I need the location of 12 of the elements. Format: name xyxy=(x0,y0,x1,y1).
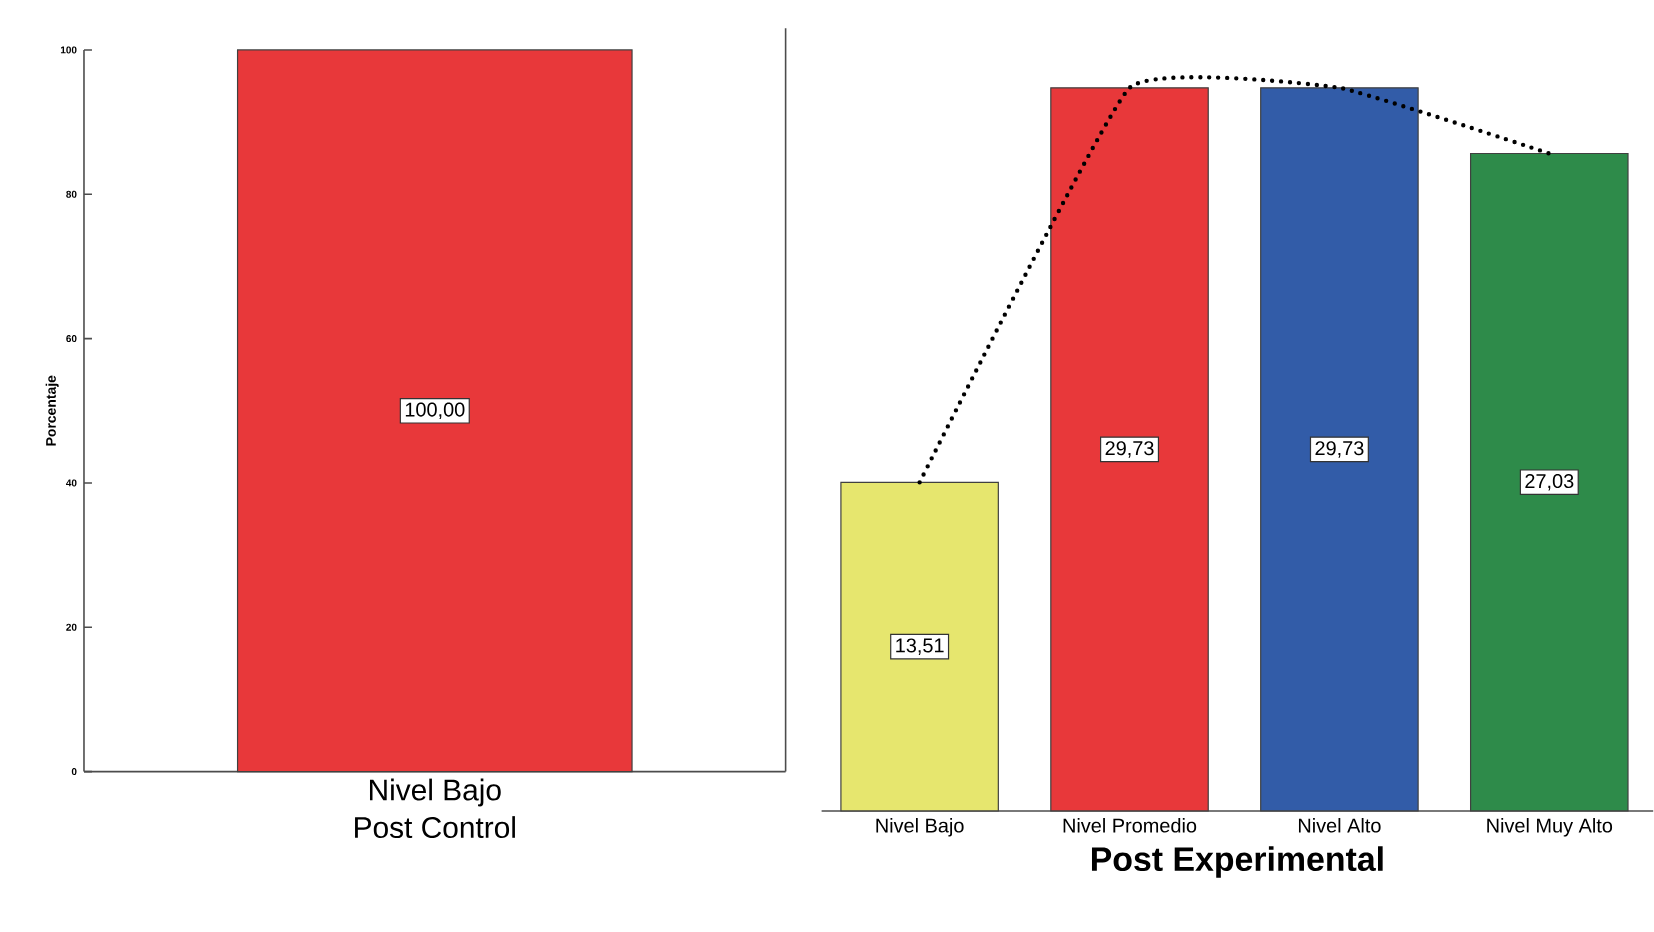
data-label: 100,00 xyxy=(405,402,465,420)
x-tick-label: Nivel Bajo xyxy=(876,818,964,837)
x-tick-label: Nivel Promedio xyxy=(1063,818,1197,833)
data-label: 13,51 xyxy=(896,638,944,656)
x-tick-label: Nivel Alto xyxy=(1298,818,1381,833)
x-tick-label: Nivel Bajo xyxy=(369,778,501,807)
x-axis-title: Post Experimental xyxy=(1091,846,1383,879)
data-label: 27,03 xyxy=(1525,474,1574,491)
x-tick-label: Nivel Muy Alto xyxy=(1487,818,1613,837)
data-label: 29,73 xyxy=(1315,441,1364,458)
x-axis-title: Post Control xyxy=(355,816,515,839)
data-label: 29,73 xyxy=(1105,441,1154,458)
